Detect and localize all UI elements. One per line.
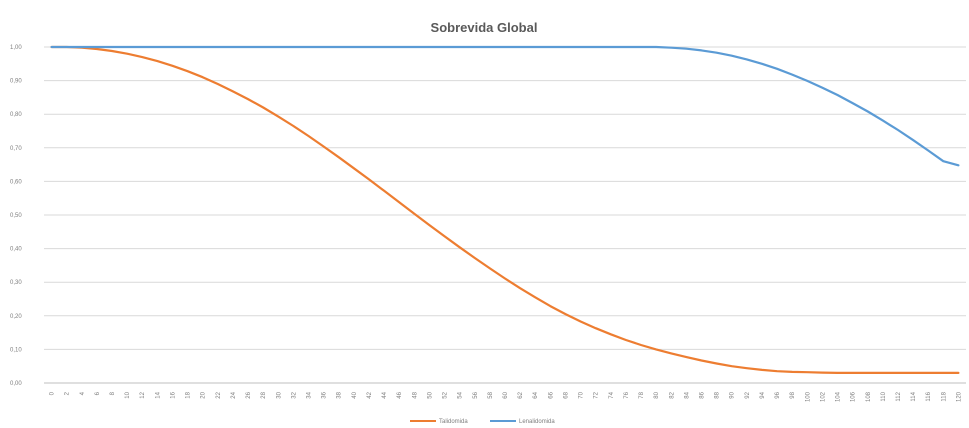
- x-tick-label: 96: [775, 391, 781, 398]
- y-tick-label: 0,50: [10, 213, 22, 219]
- x-tick-label: 60: [503, 391, 509, 398]
- x-tick-label: 108: [866, 391, 872, 402]
- y-tick-label: 0,10: [10, 347, 22, 353]
- x-tick-label: 12: [140, 391, 146, 398]
- y-axis: 0,00 0,10 0,20 0,30 0,40 0,50 0,60 0,70 0,80 0,90…: [10, 45, 22, 387]
- x-tick-label: 86: [699, 391, 705, 398]
- x-tick-label: 48: [412, 391, 418, 398]
- x-tick-label: 46: [397, 391, 403, 398]
- x-tick-label: 80: [654, 391, 660, 398]
- x-tick-label: 92: [745, 391, 751, 398]
- x-tick-label: 26: [246, 391, 252, 398]
- x-tick-label: 110: [881, 391, 887, 401]
- x-tick-label: 50: [427, 391, 433, 398]
- x-tick-label: 24: [231, 391, 237, 398]
- legend: Talidomida Lenalidomida: [410, 419, 555, 425]
- x-tick-label: 16: [170, 391, 176, 398]
- y-tick-label: 1,00: [10, 45, 22, 51]
- x-tick-label: 72: [594, 391, 600, 398]
- x-tick-label: 106: [851, 391, 857, 402]
- x-tick-label: 36: [322, 391, 328, 398]
- x-tick-label: 44: [382, 391, 388, 398]
- chart-title: Sobrevida Global: [431, 20, 538, 35]
- gridlines: [44, 46, 966, 384]
- x-tick-label: 70: [579, 391, 585, 398]
- y-tick-label: 0,80: [10, 112, 22, 118]
- x-tick-label: 102: [820, 391, 826, 402]
- x-tick-label: 32: [291, 391, 297, 398]
- x-tick-label: 116: [926, 391, 932, 401]
- x-tick-label: 74: [609, 391, 615, 398]
- y-tick-label: 0,90: [10, 79, 22, 85]
- x-tick-label: 40: [352, 391, 358, 398]
- x-tick-label: 52: [443, 391, 449, 398]
- x-tick-label: 34: [307, 391, 313, 398]
- x-tick-label: 20: [201, 391, 207, 398]
- x-tick-label: 22: [216, 391, 222, 398]
- x-tick-label: 112: [896, 391, 902, 401]
- x-tick-label: 28: [261, 391, 267, 398]
- x-tick-label: 10: [125, 391, 131, 398]
- x-tick-label: 0: [50, 391, 56, 395]
- series-line-talidomida: [50, 45, 960, 374]
- x-tick-label: 8: [110, 391, 116, 395]
- x-tick-label: 82: [669, 391, 675, 398]
- x-tick-label: 88: [715, 391, 721, 398]
- y-tick-label: 0,60: [10, 179, 22, 185]
- x-tick-label: 58: [488, 391, 494, 398]
- x-tick-label: 30: [276, 391, 282, 398]
- x-tick-label: 38: [337, 391, 343, 398]
- legend-label: Lenalidomida: [519, 419, 555, 425]
- x-tick-label: 118: [941, 391, 947, 401]
- x-tick-label: 2: [65, 391, 71, 395]
- x-tick-label: 14: [155, 391, 161, 398]
- x-tick-label: 98: [790, 391, 796, 398]
- x-axis: 0 2 4 6 8 10 12 14 16 18 20 22 24 26 28 30 32 34 36 38 40 42 4…: [44, 382, 966, 402]
- y-tick-label: 0,40: [10, 247, 22, 253]
- x-tick-label: 104: [836, 391, 842, 402]
- series-line-lenalidomida: [50, 45, 960, 167]
- x-tick-label: 90: [730, 391, 736, 398]
- x-tick-label: 4: [80, 391, 86, 395]
- y-tick-label: 0,30: [10, 280, 22, 286]
- x-tick-label: 54: [458, 391, 464, 398]
- x-tick-label: 42: [367, 391, 373, 398]
- x-tick-label: 68: [563, 391, 569, 398]
- x-tick-label: 78: [639, 391, 645, 398]
- x-tick-label: 120: [956, 391, 962, 402]
- x-tick-label: 6: [95, 391, 101, 395]
- x-tick-label: 18: [186, 391, 192, 398]
- x-tick-label: 76: [624, 391, 630, 398]
- x-tick-label: 114: [911, 391, 917, 401]
- x-tick-label: 84: [684, 391, 690, 398]
- x-tick-label: 100: [805, 391, 811, 402]
- y-tick-label: 0,70: [10, 146, 22, 152]
- y-tick-label: 0,00: [10, 381, 22, 387]
- x-tick-label: 64: [533, 391, 539, 398]
- legend-label: Talidomida: [439, 419, 468, 425]
- x-tick-label: 62: [518, 391, 524, 398]
- plot-area: [50, 45, 960, 374]
- x-tick-label: 66: [548, 391, 554, 398]
- x-tick-label: 56: [473, 391, 479, 398]
- y-tick-label: 0,20: [10, 314, 22, 320]
- x-tick-label: 94: [760, 391, 766, 398]
